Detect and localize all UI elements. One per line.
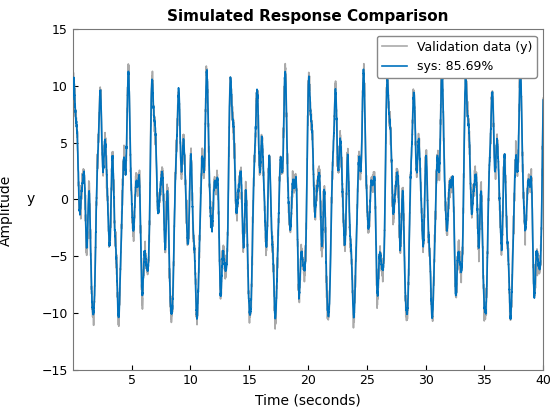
sys: 85.69%: (0, 8.84): 85.69%: (0, 8.84) — [69, 97, 76, 102]
sys: 85.69%: (36.8, 1.76): 85.69%: (36.8, 1.76) — [502, 177, 509, 182]
sys: 85.69%: (29.1, 7.98): 85.69%: (29.1, 7.98) — [412, 107, 418, 112]
Validation data (y) — [502, 181, 509, 186]
sys: 85.69%: (17.1, -8.56): 85.69%: (17.1, -8.56) — [271, 294, 278, 299]
Y-axis label: y: y — [26, 192, 35, 207]
Text: Amplitude: Amplitude — [0, 174, 13, 246]
Validation data (y) — [411, 105, 418, 110]
X-axis label: Time (seconds): Time (seconds) — [255, 393, 361, 407]
Title: Simulated Response Comparison: Simulated Response Comparison — [167, 9, 449, 24]
Validation data (y) — [267, 183, 274, 188]
Validation data (y) — [540, 96, 547, 101]
sys: 85.69%: (40, 8.77): 85.69%: (40, 8.77) — [540, 97, 547, 102]
Legend: Validation data (y), sys: 85.69%: Validation data (y), sys: 85.69% — [376, 36, 537, 78]
Validation data (y) — [439, 56, 446, 61]
sys: 85.69%: (16.8, 0.789): 85.69%: (16.8, 0.789) — [267, 188, 274, 193]
Line: sys: 85.69%: sys: 85.69% — [73, 69, 543, 319]
Validation data (y) — [272, 326, 278, 331]
Validation data (y) — [526, 172, 533, 177]
sys: 85.69%: (19, 1.23): 85.69%: (19, 1.23) — [293, 183, 300, 188]
Validation data (y) — [69, 97, 76, 102]
sys: 85.69%: (24.7, 11.5): 85.69%: (24.7, 11.5) — [360, 67, 367, 72]
Validation data (y) — [293, 189, 300, 194]
Line: Validation data (y): Validation data (y) — [73, 59, 543, 329]
sys: 85.69%: (38.8, 1.37): 85.69%: (38.8, 1.37) — [526, 181, 533, 186]
Validation data (y) — [271, 294, 278, 299]
sys: 85.69%: (10.6, -10.5): 85.69%: (10.6, -10.5) — [194, 317, 200, 322]
